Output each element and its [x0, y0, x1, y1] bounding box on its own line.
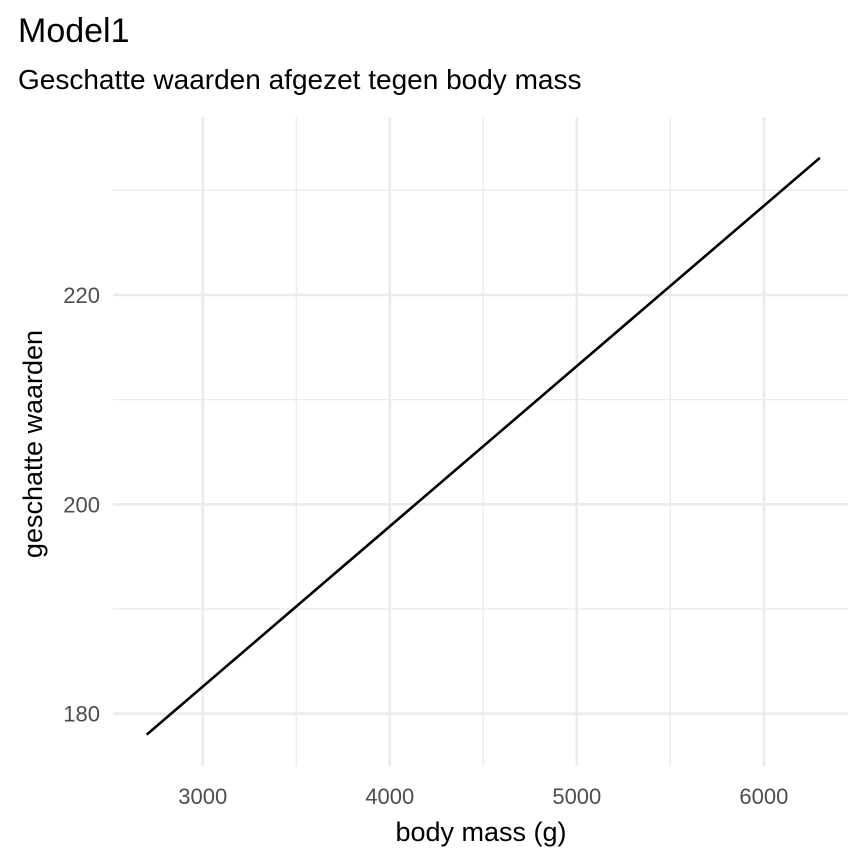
- x-tick-label: 4000: [365, 784, 414, 809]
- minor-gridlines: [113, 117, 848, 766]
- x-axis-title: body mass (g): [395, 817, 566, 847]
- series-line-0: [145, 156, 821, 736]
- x-tick-label: 3000: [178, 784, 227, 809]
- chart-title: Model1: [18, 12, 130, 50]
- series-layer: [145, 156, 821, 736]
- y-tick-label: 200: [63, 492, 100, 517]
- y-tick-label: 220: [63, 283, 100, 308]
- x-axis-ticks: 3000 4000 5000 6000: [178, 784, 788, 809]
- y-tick-label: 180: [63, 702, 100, 727]
- y-axis-title: geschatte waarden: [18, 330, 48, 558]
- major-gridlines: [113, 117, 848, 766]
- y-axis-ticks: 180 200 220: [63, 283, 100, 727]
- x-tick-label: 6000: [739, 784, 788, 809]
- chart-subtitle: Geschatte waarden afgezet tegen body mas…: [18, 64, 582, 95]
- x-tick-label: 5000: [552, 784, 601, 809]
